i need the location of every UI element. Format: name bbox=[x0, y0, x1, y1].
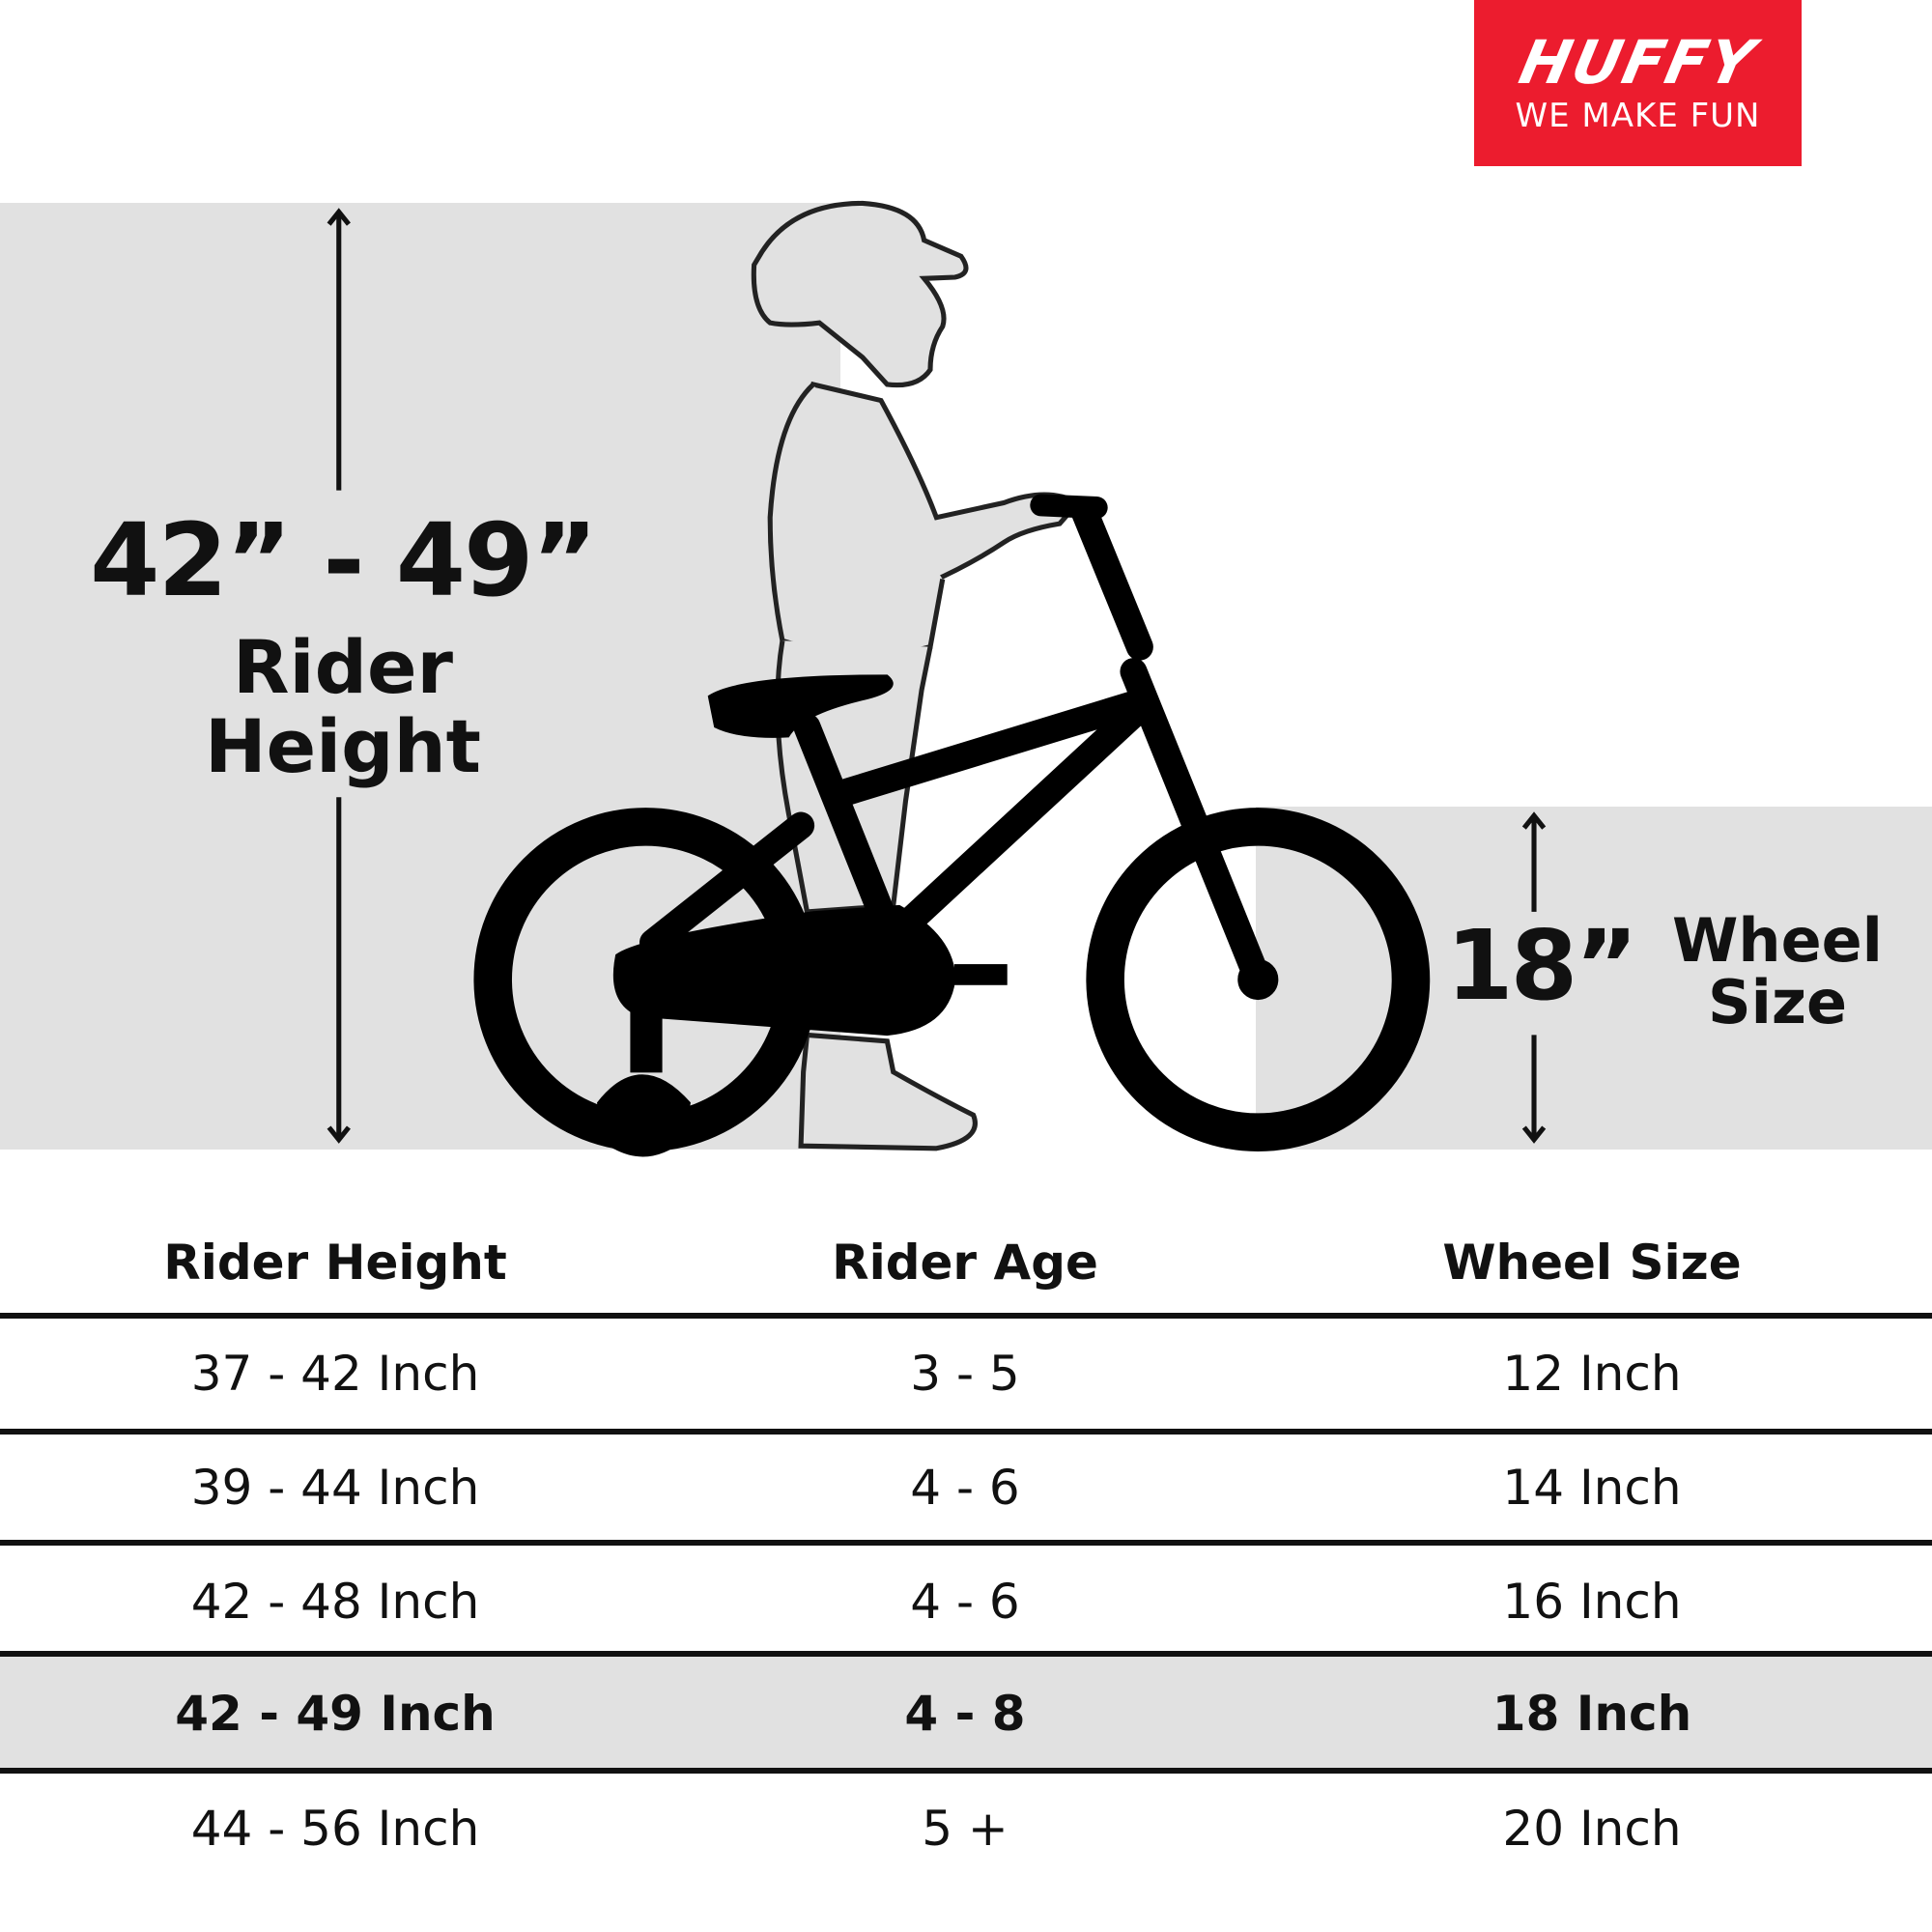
cell-height: 42 - 48 Inch bbox=[190, 1574, 480, 1630]
huffy-logo: HUFFY WE MAKE FUN bbox=[1474, 0, 1802, 166]
cell-height: 37 - 42 Inch bbox=[190, 1346, 480, 1402]
wheel-size-label: Wheel Size bbox=[1672, 905, 1883, 1037]
cell-age: 4 - 6 bbox=[910, 1574, 1020, 1630]
logo-brand: HUFFY bbox=[1513, 27, 1763, 98]
header-rider-age: Rider Age bbox=[832, 1235, 1098, 1291]
cell-wheel: 14 Inch bbox=[1502, 1460, 1682, 1516]
height-arrow-icon bbox=[327, 208, 351, 1144]
rider-height-range: 42” - 49” bbox=[90, 501, 598, 619]
rider-height-label: Rider Height bbox=[204, 624, 482, 789]
cell-age: 4 - 6 bbox=[910, 1460, 1020, 1516]
wheel-size-value: 18” bbox=[1446, 909, 1638, 1022]
divider bbox=[0, 1651, 1932, 1657]
cell-height: 42 - 49 Inch bbox=[175, 1686, 496, 1742]
cell-wheel: 16 Inch bbox=[1502, 1574, 1682, 1630]
cell-wheel: 12 Inch bbox=[1502, 1346, 1682, 1402]
bike bbox=[473, 494, 1431, 1157]
divider bbox=[0, 1429, 1932, 1435]
wheel-arrow-icon bbox=[1521, 811, 1547, 1144]
cell-wheel: 20 Inch bbox=[1502, 1801, 1682, 1857]
cell-age: 4 - 8 bbox=[904, 1686, 1026, 1742]
divider bbox=[0, 1313, 1932, 1319]
cell-age: 5 + bbox=[922, 1801, 1009, 1857]
cell-height: 39 - 44 Inch bbox=[190, 1460, 480, 1516]
header-rider-height: Rider Height bbox=[163, 1235, 507, 1291]
divider bbox=[0, 1540, 1932, 1546]
cell-height: 44 - 56 Inch bbox=[190, 1801, 480, 1857]
logo-tagline: WE MAKE FUN bbox=[1515, 97, 1761, 135]
divider bbox=[0, 1768, 1932, 1774]
cell-age: 3 - 5 bbox=[910, 1346, 1020, 1402]
highlighted-row-bg bbox=[0, 1657, 1932, 1769]
header-wheel-size: Wheel Size bbox=[1442, 1235, 1742, 1291]
cell-wheel: 18 Inch bbox=[1492, 1686, 1692, 1742]
